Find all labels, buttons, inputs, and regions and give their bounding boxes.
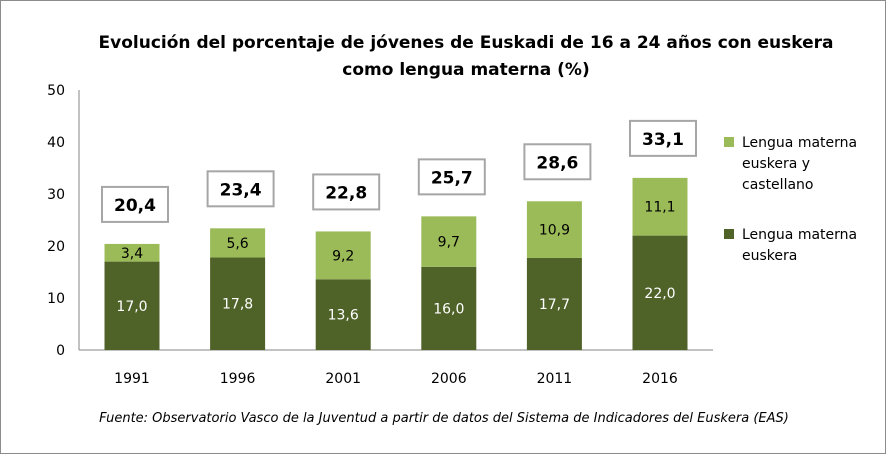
bar-segment-euskera-castellano xyxy=(104,243,160,262)
bar-segment-euskera xyxy=(210,257,266,350)
legend-label: Lengua materna xyxy=(742,135,857,151)
total-label: 25,7 xyxy=(431,168,473,188)
data-label: 17,8 xyxy=(222,297,253,313)
total-label-box xyxy=(523,143,592,181)
y-tick-label: 30 xyxy=(47,187,65,203)
data-label: 11,1 xyxy=(644,200,675,216)
x-tick-label: 2001 xyxy=(325,371,361,387)
bar-segment-euskera-castellano xyxy=(210,228,266,258)
total-label-box xyxy=(417,158,486,196)
data-label: 17,0 xyxy=(116,299,147,315)
total-label: 33,1 xyxy=(642,130,684,150)
bar-segment-euskera-castellano xyxy=(526,201,582,258)
total-label-box xyxy=(312,173,381,211)
x-tick-label: 2016 xyxy=(642,371,678,387)
legend-label: euskera y xyxy=(742,156,810,172)
total-label: 22,8 xyxy=(325,183,367,203)
bar-segment-euskera xyxy=(421,266,477,350)
x-tick-label: 2011 xyxy=(537,371,573,387)
y-tick-label: 40 xyxy=(47,135,65,151)
x-tick-label: 2006 xyxy=(431,371,467,387)
data-label: 16,0 xyxy=(433,301,464,317)
y-tick-label: 0 xyxy=(56,343,65,359)
total-label-box xyxy=(206,170,275,208)
data-label: 10,9 xyxy=(539,223,570,239)
data-label: 9,2 xyxy=(332,248,354,264)
source-note: Fuente: Observatorio Vasco de la Juventu… xyxy=(99,411,789,426)
bar-segment-euskera xyxy=(632,235,688,350)
bar-segment-euskera xyxy=(315,279,371,350)
legend-swatch xyxy=(724,137,734,147)
data-label: 5,6 xyxy=(226,236,248,252)
legend-swatch xyxy=(724,229,734,239)
data-label: 3,4 xyxy=(121,246,143,262)
bar-segment-euskera-castellano xyxy=(632,177,688,236)
total-label-box xyxy=(101,185,169,223)
bar-segment-euskera xyxy=(526,257,582,350)
legend-label: castellano xyxy=(742,177,813,193)
y-tick-label: 20 xyxy=(47,239,65,255)
chart-title-line-2: como lengua materna (%) xyxy=(342,60,589,80)
data-label: 17,7 xyxy=(539,297,570,313)
bar-segment-euskera xyxy=(104,261,160,350)
legend-label: Lengua materna xyxy=(742,227,857,243)
x-tick-label: 1996 xyxy=(220,371,256,387)
y-tick-label: 10 xyxy=(47,291,65,307)
total-label: 28,6 xyxy=(536,153,578,173)
chart-title-line-1: Evolución del porcentaje de jóvenes de E… xyxy=(99,33,834,53)
legend-label: euskera xyxy=(742,248,797,264)
data-label: 9,7 xyxy=(438,235,460,251)
total-label: 20,4 xyxy=(114,196,156,216)
data-label: 22,0 xyxy=(644,286,675,302)
x-tick-label: 1991 xyxy=(114,371,150,387)
total-label-box xyxy=(629,119,697,157)
total-label: 23,4 xyxy=(220,180,262,200)
data-label: 13,6 xyxy=(328,308,359,324)
y-tick-label: 50 xyxy=(47,83,65,99)
bar-segment-euskera-castellano xyxy=(315,231,371,280)
bar-segment-euskera-castellano xyxy=(421,216,477,267)
